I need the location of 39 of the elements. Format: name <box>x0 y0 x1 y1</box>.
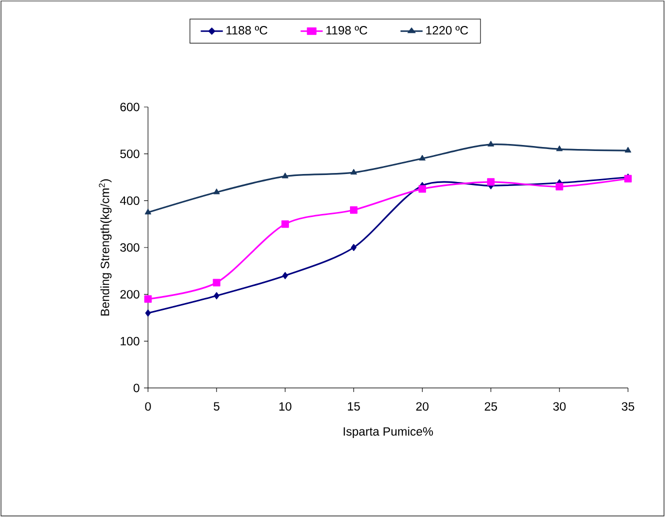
point <box>418 185 426 193</box>
point <box>282 172 288 178</box>
point <box>213 188 220 194</box>
point <box>350 206 358 214</box>
point <box>419 154 426 161</box>
point <box>350 244 357 252</box>
point <box>624 146 632 153</box>
point <box>145 309 151 317</box>
x-tick-label: 20 <box>416 402 428 411</box>
y-tick-label: 600 <box>120 102 140 112</box>
y-tick-label: 200 <box>120 290 140 299</box>
point <box>212 278 220 286</box>
point <box>488 140 494 146</box>
point <box>556 182 564 190</box>
y-tick-label: 500 <box>120 150 140 158</box>
point <box>350 168 357 175</box>
x-tick-label: 0 <box>145 402 151 411</box>
x-axis-title: Isparta Pumice% <box>344 426 433 438</box>
point <box>144 295 152 303</box>
y-axis-title: Bending Strength(kg/cm$^{2}$) <box>98 179 112 316</box>
x-tick-label: 5 <box>214 402 220 411</box>
y-tick-label: 300 <box>120 243 140 252</box>
point <box>282 272 288 280</box>
point <box>214 292 220 300</box>
point <box>144 208 152 214</box>
legend-label: 1188 ºC <box>226 26 268 35</box>
x-tick-label: 10 <box>279 402 292 411</box>
x-tick-label: 25 <box>484 402 498 411</box>
y-tick-label: 0 <box>134 384 140 392</box>
point <box>556 145 563 152</box>
x-tick-label: 35 <box>622 402 634 411</box>
legend-label: 1220 ºC <box>426 26 468 35</box>
legend-label: 1198 ºC <box>326 26 368 35</box>
y-tick-label: 400 <box>120 196 140 205</box>
x-tick-label: 30 <box>553 402 566 411</box>
point <box>487 178 495 186</box>
point <box>281 220 289 228</box>
x-tick-label: 15 <box>348 402 360 411</box>
y-tick-label: 100 <box>120 336 140 346</box>
